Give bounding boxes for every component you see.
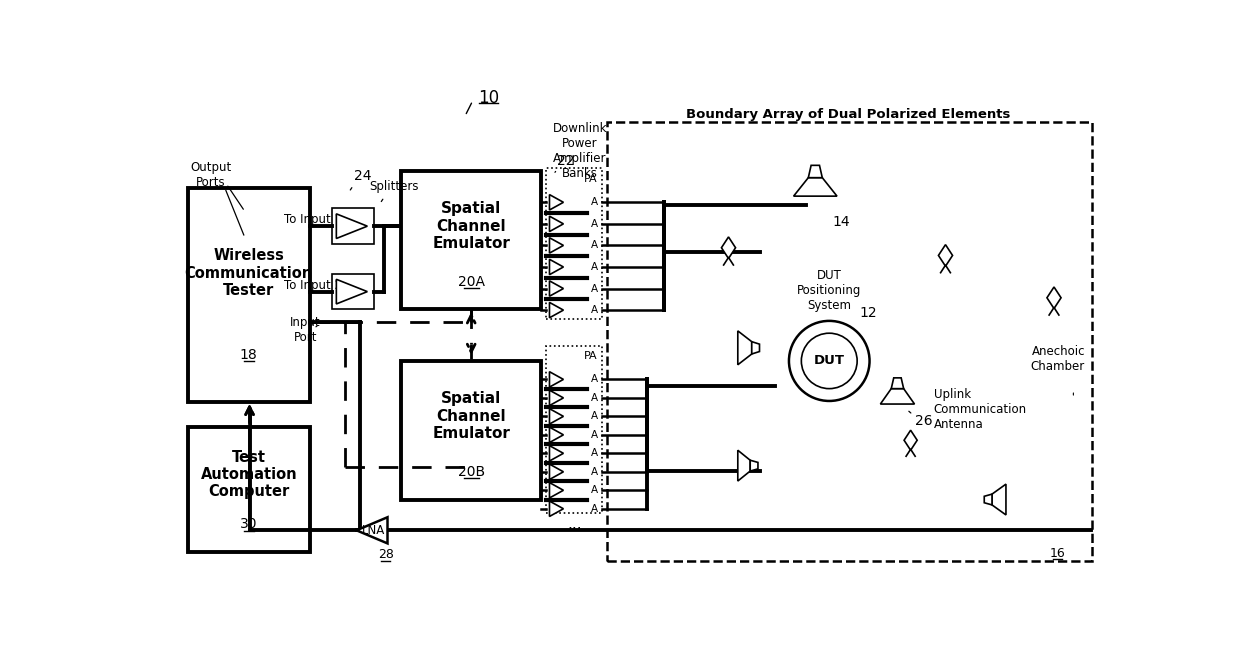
Text: A: A: [591, 504, 598, 514]
Text: Output
Ports: Output Ports: [190, 161, 232, 189]
Text: A: A: [591, 467, 598, 477]
Text: Test
Automation
Computer: Test Automation Computer: [201, 450, 298, 499]
Text: A: A: [591, 448, 598, 458]
Text: 18: 18: [239, 347, 258, 362]
Polygon shape: [904, 430, 918, 450]
Polygon shape: [336, 214, 367, 239]
Polygon shape: [722, 237, 735, 259]
Text: 20A: 20A: [458, 275, 485, 288]
Text: A: A: [591, 219, 598, 229]
Text: A: A: [591, 305, 598, 315]
Polygon shape: [549, 372, 563, 387]
Circle shape: [789, 321, 869, 401]
Polygon shape: [549, 446, 563, 461]
Polygon shape: [738, 450, 750, 481]
Bar: [606, 122, 1092, 561]
Polygon shape: [992, 484, 1006, 515]
Text: A: A: [591, 393, 598, 403]
Text: A: A: [591, 241, 598, 251]
Polygon shape: [549, 302, 563, 318]
Polygon shape: [794, 177, 837, 196]
Text: A: A: [591, 284, 598, 294]
Text: 22: 22: [557, 154, 574, 168]
Polygon shape: [549, 281, 563, 296]
Text: DUT: DUT: [813, 354, 844, 368]
Bar: [402, 171, 541, 309]
Text: To Input 1: To Input 1: [284, 213, 342, 226]
Text: 14: 14: [832, 215, 849, 229]
Polygon shape: [549, 427, 563, 443]
Text: Splitters: Splitters: [370, 180, 418, 194]
Text: 16: 16: [1050, 547, 1065, 560]
Polygon shape: [939, 245, 952, 266]
Polygon shape: [892, 378, 904, 388]
Text: A: A: [591, 411, 598, 421]
Polygon shape: [738, 331, 751, 365]
Text: A: A: [591, 430, 598, 440]
Polygon shape: [357, 517, 387, 544]
Polygon shape: [549, 390, 563, 406]
Text: DUT
Positioning
System: DUT Positioning System: [797, 269, 862, 312]
Bar: [332, 274, 374, 309]
Circle shape: [801, 333, 857, 388]
Bar: [187, 187, 310, 402]
Text: Boundary Array of Dual Polarized Elements: Boundary Array of Dual Polarized Element…: [687, 108, 1011, 121]
Text: ...: ...: [567, 517, 582, 532]
Polygon shape: [549, 259, 563, 275]
Polygon shape: [549, 216, 563, 232]
Polygon shape: [549, 501, 563, 517]
Text: A: A: [591, 485, 598, 495]
Bar: [547, 345, 603, 513]
Polygon shape: [549, 482, 563, 498]
Text: Anechoic
Chamber: Anechoic Chamber: [1030, 345, 1085, 374]
Polygon shape: [750, 460, 758, 471]
Polygon shape: [549, 464, 563, 480]
Text: 26: 26: [915, 414, 932, 428]
Text: 30: 30: [241, 517, 258, 532]
Text: A: A: [591, 374, 598, 384]
Polygon shape: [336, 280, 367, 304]
Text: 20B: 20B: [458, 465, 485, 478]
Text: 12: 12: [859, 306, 877, 320]
Polygon shape: [808, 165, 822, 177]
Polygon shape: [549, 238, 563, 253]
Bar: [187, 427, 310, 552]
Polygon shape: [549, 195, 563, 210]
Bar: [402, 361, 541, 499]
Bar: [332, 208, 374, 244]
Text: A: A: [591, 262, 598, 272]
Text: Downlink
Power
Amplifier
Banks: Downlink Power Amplifier Banks: [553, 122, 606, 180]
Bar: [547, 169, 603, 319]
Text: Wireless
Communication
Tester: Wireless Communication Tester: [185, 249, 312, 298]
Text: Spatial
Channel
Emulator: Spatial Channel Emulator: [433, 202, 510, 251]
Polygon shape: [549, 409, 563, 424]
Text: PA: PA: [584, 174, 598, 184]
Text: 28: 28: [378, 548, 394, 562]
Polygon shape: [1047, 287, 1061, 308]
Text: Input
Port: Input Port: [290, 316, 321, 344]
Text: Spatial
Channel
Emulator: Spatial Channel Emulator: [433, 392, 510, 442]
Text: PA: PA: [584, 351, 598, 362]
Text: 24: 24: [353, 169, 372, 183]
Text: To Input 2: To Input 2: [284, 279, 342, 292]
Polygon shape: [751, 341, 759, 354]
Text: A: A: [591, 198, 598, 207]
Polygon shape: [985, 494, 992, 505]
Text: 10: 10: [477, 89, 498, 108]
Text: LNA: LNA: [362, 523, 386, 537]
Polygon shape: [880, 388, 915, 404]
Text: Uplink
Communication
Antenna: Uplink Communication Antenna: [934, 388, 1027, 431]
